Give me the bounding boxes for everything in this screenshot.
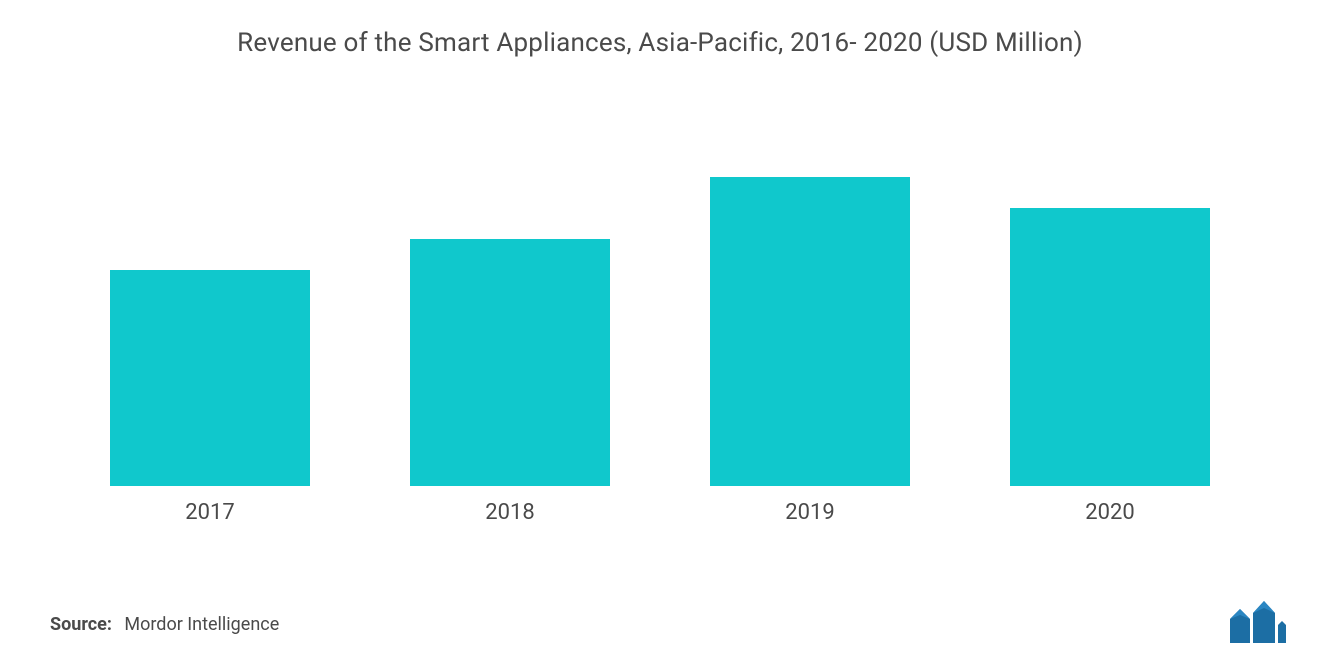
chart-title: Revenue of the Smart Appliances, Asia-Pa… xyxy=(60,28,1260,58)
bar-slot: 2017 xyxy=(110,100,310,525)
category-label: 2017 xyxy=(185,500,234,525)
bar xyxy=(110,270,310,486)
source-attribution: Source: Mordor Intelligence xyxy=(50,614,279,635)
bar-wrap xyxy=(410,100,610,486)
bar-slot: 2020 xyxy=(1010,100,1210,525)
category-label: 2018 xyxy=(485,500,534,525)
source-value: Mordor Intelligence xyxy=(124,614,279,635)
source-label: Source: xyxy=(50,614,112,635)
bar xyxy=(1010,208,1210,486)
mordor-logo-icon xyxy=(1230,601,1286,643)
bar-wrap xyxy=(710,100,910,486)
bar-slot: 2018 xyxy=(410,100,610,525)
bar xyxy=(710,177,910,486)
bar-wrap xyxy=(110,100,310,486)
bar xyxy=(410,239,610,486)
plot-area: 2017 2018 2019 2020 xyxy=(60,100,1260,525)
chart-stage: Revenue of the Smart Appliances, Asia-Pa… xyxy=(0,0,1320,665)
category-label: 2020 xyxy=(1085,500,1134,525)
bar-wrap xyxy=(1010,100,1210,486)
category-label: 2019 xyxy=(785,500,834,525)
bar-slot: 2019 xyxy=(710,100,910,525)
